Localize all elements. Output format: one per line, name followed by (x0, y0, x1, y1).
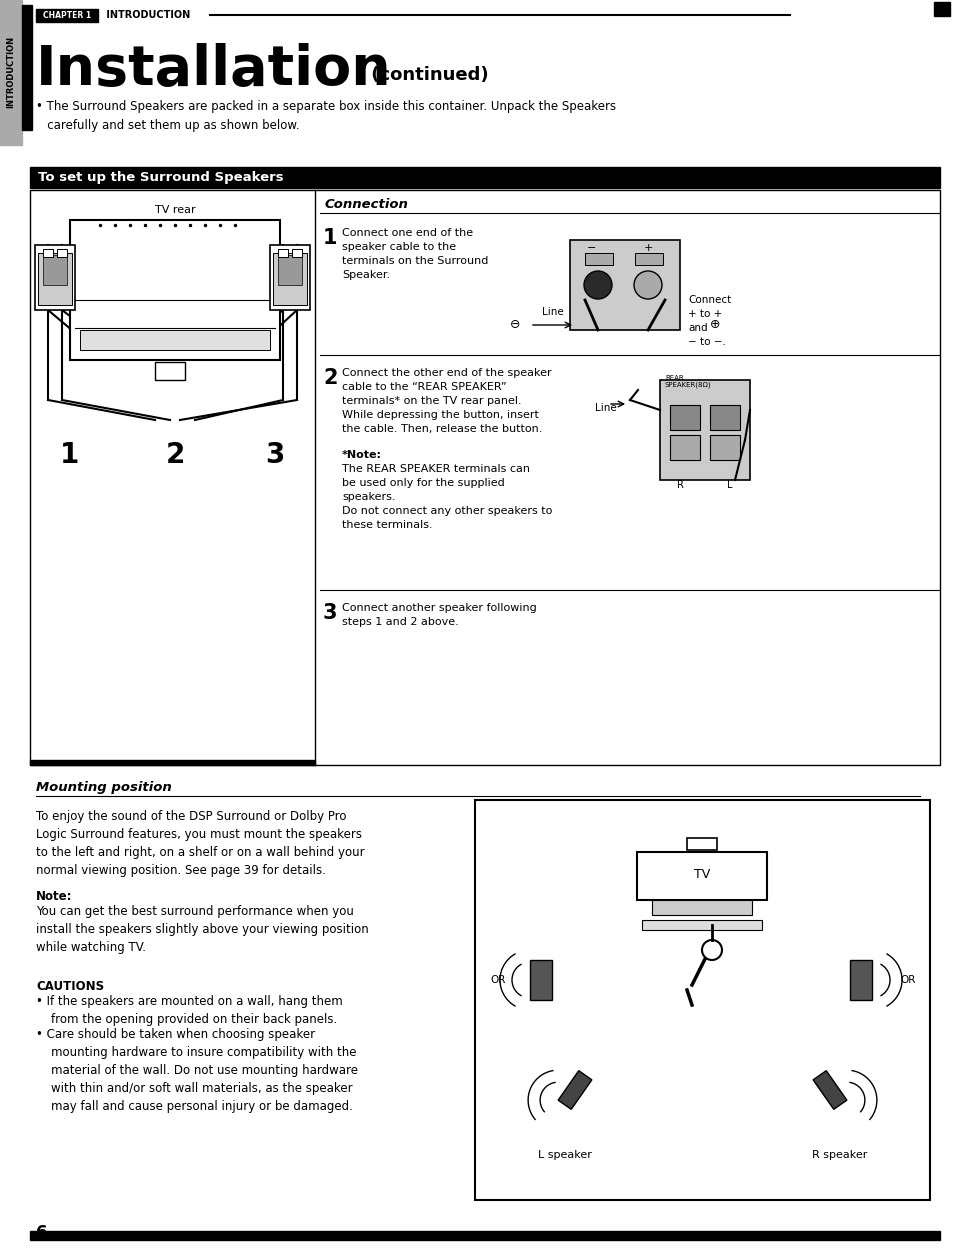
Bar (30, 1231, 939, 1240)
Bar (22, 5, 32, 130)
Bar (80, 330, 270, 350)
Bar (933, 3, 949, 16)
Text: CAUTIONS: CAUTIONS (36, 980, 104, 993)
Text: OR: OR (490, 975, 505, 985)
Text: You can get the best surround performance when you
install the speakers slightly: You can get the best surround performanc… (36, 904, 369, 955)
Text: Line: Line (595, 403, 616, 413)
Text: L speaker: L speaker (537, 1150, 591, 1160)
Text: *Note:: *Note: (341, 450, 381, 460)
Text: 2: 2 (323, 368, 337, 388)
Text: • The Surround Speakers are packed in a separate box inside this container. Unpa: • The Surround Speakers are packed in a … (36, 100, 616, 133)
Bar (277, 249, 288, 256)
Bar (154, 362, 185, 380)
Bar (686, 838, 717, 849)
Polygon shape (812, 1071, 846, 1110)
Text: ⊖: ⊖ (509, 319, 519, 332)
Text: Connect another speaker following
steps 1 and 2 above.: Connect another speaker following steps … (341, 603, 537, 627)
Bar (709, 405, 740, 430)
Bar (659, 380, 749, 480)
Text: R speaker: R speaker (811, 1150, 867, 1160)
Text: L: L (726, 480, 732, 490)
Text: ⊕: ⊕ (709, 319, 720, 332)
Text: 3: 3 (265, 442, 284, 469)
Bar (30, 190, 939, 766)
Text: 6: 6 (36, 1223, 48, 1242)
Text: −: − (587, 243, 596, 253)
Bar (669, 435, 700, 460)
Circle shape (701, 940, 721, 960)
Bar (569, 240, 679, 330)
Text: Mounting position: Mounting position (36, 782, 172, 794)
Text: To enjoy the sound of the DSP Surround or Dolby Pro
Logic Surround features, you: To enjoy the sound of the DSP Surround o… (36, 809, 364, 877)
Text: Installation: Installation (36, 43, 392, 98)
Bar (35, 245, 75, 310)
Bar (849, 960, 871, 1000)
Bar (277, 255, 302, 285)
Text: • If the speakers are mounted on a wall, hang them
    from the opening provided: • If the speakers are mounted on a wall,… (36, 995, 342, 1026)
Text: • Care should be taken when choosing speaker
    mounting hardware to insure com: • Care should be taken when choosing spe… (36, 1028, 357, 1113)
Circle shape (634, 271, 661, 299)
Bar (273, 253, 307, 305)
Text: Connect
+ to +
and
− to −.: Connect + to + and − to −. (687, 295, 731, 347)
Bar (70, 220, 280, 360)
Bar (635, 253, 662, 265)
Text: 2: 2 (165, 442, 185, 469)
Bar (38, 253, 71, 305)
Text: The REAR SPEAKER terminals can
be used only for the supplied
speakers.
Do not co: The REAR SPEAKER terminals can be used o… (341, 464, 552, 530)
Text: R: R (676, 480, 682, 490)
Polygon shape (558, 1071, 591, 1110)
Text: INTRODUCTION: INTRODUCTION (103, 10, 190, 20)
Bar (43, 249, 53, 256)
Text: +: + (642, 243, 652, 253)
Bar (30, 761, 314, 766)
Bar (30, 166, 939, 188)
Text: REAR
SPEAKER(8Ω): REAR SPEAKER(8Ω) (664, 375, 711, 389)
Text: Line: Line (541, 306, 563, 317)
Text: OR: OR (899, 975, 915, 985)
Bar (43, 255, 67, 285)
Text: 1: 1 (60, 442, 79, 469)
Bar (475, 799, 929, 1200)
Text: INTRODUCTION: INTRODUCTION (7, 36, 15, 108)
Bar (584, 253, 613, 265)
Bar (36, 9, 98, 23)
Bar (0, 0, 22, 145)
Text: (continued): (continued) (365, 66, 488, 84)
Text: 3: 3 (323, 603, 337, 623)
Bar (270, 245, 310, 310)
Bar (57, 249, 67, 256)
Text: CHAPTER 1: CHAPTER 1 (43, 11, 91, 20)
Bar (669, 405, 700, 430)
Text: Connection: Connection (325, 199, 409, 211)
Bar (637, 852, 766, 899)
Text: Connect the other end of the speaker
cable to the “REAR SPEAKER”
terminals* on t: Connect the other end of the speaker cab… (341, 368, 551, 434)
Bar (530, 960, 552, 1000)
Bar (641, 919, 761, 929)
Bar (651, 899, 751, 914)
Circle shape (583, 271, 612, 299)
Bar (292, 249, 302, 256)
Text: 1: 1 (323, 228, 337, 248)
Text: To set up the Surround Speakers: To set up the Surround Speakers (38, 171, 283, 184)
Text: TV rear: TV rear (154, 205, 195, 215)
Bar (709, 435, 740, 460)
Text: Connect one end of the
speaker cable to the
terminals on the Surround
Speaker.: Connect one end of the speaker cable to … (341, 228, 488, 280)
Text: TV: TV (693, 868, 709, 882)
Text: Note:: Note: (36, 889, 72, 903)
